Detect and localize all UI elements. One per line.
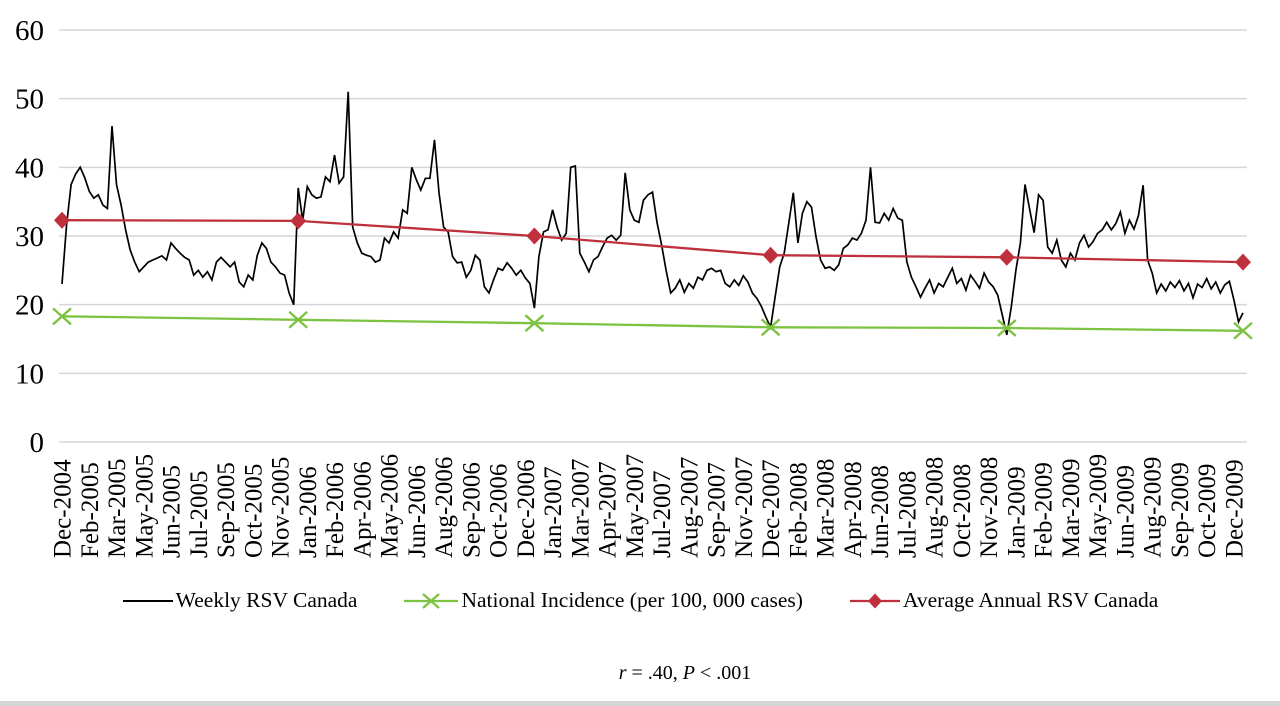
svg-text:Jun-2009: Jun-2009 <box>1112 465 1139 558</box>
legend-label-weekly-rsv: Weekly RSV Canada <box>175 588 358 612</box>
svg-text:60: 60 <box>15 15 44 47</box>
svg-text:May-2006: May-2006 <box>377 454 404 558</box>
legend-item-national-incidence: National Incidence (per 100, 000 cases) <box>403 588 803 613</box>
svg-text:May-2009: May-2009 <box>1085 454 1112 558</box>
svg-text:Mar-2007: Mar-2007 <box>567 459 594 558</box>
svg-text:Sep-2009: Sep-2009 <box>1167 462 1194 558</box>
svg-text:Jun-2006: Jun-2006 <box>404 465 431 558</box>
weekly-rsv-line-swatch-icon <box>122 599 173 602</box>
window-bottom-strip <box>0 701 1280 706</box>
svg-text:Jun-2008: Jun-2008 <box>867 465 894 558</box>
svg-text:Aug-2009: Aug-2009 <box>1140 457 1167 558</box>
svg-text:May-2005: May-2005 <box>131 454 158 558</box>
svg-text:20: 20 <box>15 290 44 322</box>
chart-legend: Weekly RSV Canada National Incidence (pe… <box>0 588 1280 613</box>
svg-text:Jul-2007: Jul-2007 <box>649 471 676 559</box>
svg-text:Apr-2006: Apr-2006 <box>349 461 376 558</box>
svg-text:50: 50 <box>15 84 44 116</box>
svg-text:Apr-2008: Apr-2008 <box>840 461 867 558</box>
svg-text:Oct-2009: Oct-2009 <box>1194 464 1221 558</box>
svg-text:Apr-2007: Apr-2007 <box>595 461 622 558</box>
svg-text:Aug-2007: Aug-2007 <box>676 457 703 558</box>
svg-text:Feb-2008: Feb-2008 <box>785 462 812 558</box>
svg-text:Sep-2007: Sep-2007 <box>704 462 731 558</box>
average-annual-diamond-swatch-icon <box>849 593 900 608</box>
svg-text:May-2007: May-2007 <box>622 454 649 558</box>
svg-text:Dec-2004: Dec-2004 <box>50 459 77 558</box>
stats-annotation: r = .40, P < .001 <box>618 662 752 684</box>
svg-text:30: 30 <box>15 221 44 253</box>
svg-text:10: 10 <box>15 358 44 390</box>
svg-text:Oct-2005: Oct-2005 <box>240 464 267 558</box>
svg-text:Sep-2005: Sep-2005 <box>213 462 240 558</box>
svg-text:Jan-2006: Jan-2006 <box>295 466 322 558</box>
legend-label-average-annual-rsv: Average Annual RSV Canada <box>902 588 1159 612</box>
svg-text:Jul-2008: Jul-2008 <box>894 471 921 559</box>
svg-text:Aug-2008: Aug-2008 <box>922 457 949 558</box>
legend-item-weekly-rsv: Weekly RSV Canada <box>122 588 358 613</box>
svg-text:40: 40 <box>15 152 44 184</box>
svg-text:Nov-2007: Nov-2007 <box>731 457 758 558</box>
svg-text:Jun-2005: Jun-2005 <box>159 465 186 558</box>
svg-text:Feb-2009: Feb-2009 <box>1031 462 1058 558</box>
svg-text:Nov-2005: Nov-2005 <box>268 457 295 558</box>
svg-text:Dec-2006: Dec-2006 <box>513 459 540 558</box>
svg-text:Dec-2009: Dec-2009 <box>1221 459 1248 558</box>
svg-text:Jan-2007: Jan-2007 <box>540 466 567 558</box>
legend-item-average-annual-rsv: Average Annual RSV Canada <box>849 588 1158 613</box>
svg-text:Jan-2009: Jan-2009 <box>1003 466 1030 558</box>
svg-text:Feb-2006: Feb-2006 <box>322 462 349 558</box>
national-incidence-x-marker-swatch-icon <box>404 592 459 609</box>
legend-label-national-incidence: National Incidence (per 100, 000 cases) <box>461 588 803 612</box>
svg-text:Mar-2005: Mar-2005 <box>104 459 131 558</box>
svg-text:Oct-2006: Oct-2006 <box>486 464 513 558</box>
svg-text:Feb-2005: Feb-2005 <box>77 462 104 558</box>
svg-text:Sep-2006: Sep-2006 <box>458 462 485 558</box>
svg-text:Nov-2008: Nov-2008 <box>976 457 1003 558</box>
svg-text:Mar-2009: Mar-2009 <box>1058 459 1085 558</box>
svg-text:Jul-2005: Jul-2005 <box>186 471 213 559</box>
svg-text:0: 0 <box>30 427 45 459</box>
svg-text:Dec-2007: Dec-2007 <box>758 459 785 558</box>
svg-text:Mar-2008: Mar-2008 <box>813 459 840 558</box>
svg-text:Aug-2006: Aug-2006 <box>431 457 458 558</box>
svg-text:Oct-2008: Oct-2008 <box>949 464 976 558</box>
